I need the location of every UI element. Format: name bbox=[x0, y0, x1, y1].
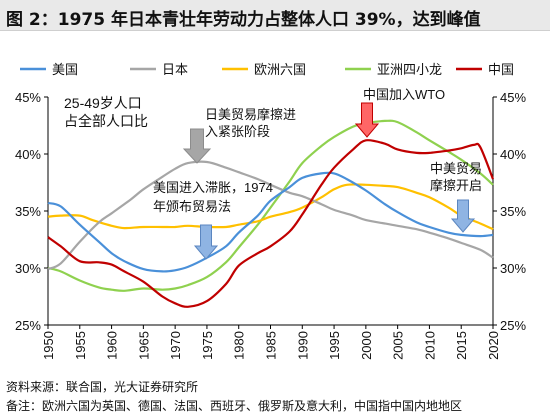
y-tick-label-right: 35% bbox=[500, 204, 526, 219]
series-line-japan bbox=[47, 160, 494, 271]
annotation-japan-trade-line-2: 入紧张阶段 bbox=[205, 124, 270, 139]
legend-label-europe6: 欧洲六国 bbox=[254, 62, 306, 77]
x-tick-label: 1975 bbox=[200, 331, 215, 360]
source-note: 资料来源：联合国，光大证券研究所 bbox=[6, 380, 199, 394]
y-tick-label-right: 25% bbox=[500, 318, 526, 333]
x-tick-label: 2005 bbox=[391, 331, 406, 360]
y-tick-label-left: 45% bbox=[15, 90, 41, 105]
x-tick-label: 2015 bbox=[454, 331, 469, 360]
arrow-china-wto bbox=[354, 102, 380, 138]
y-tick-label-left: 25% bbox=[15, 318, 41, 333]
y-tick-label-right: 40% bbox=[500, 147, 526, 162]
x-tick-label: 2000 bbox=[359, 331, 374, 360]
y-annotation-line-2: 占全部人口比 bbox=[64, 113, 148, 129]
x-tick-label: 1965 bbox=[136, 331, 151, 360]
series-line-asia4 bbox=[47, 119, 494, 292]
legend-label-china: 中国 bbox=[488, 62, 514, 77]
legend-label-us: 美国 bbox=[52, 62, 78, 77]
annotation-china-us-trade-line-1: 中美贸易 bbox=[430, 161, 482, 176]
y-tick-label-left: 40% bbox=[15, 147, 41, 162]
annotation-china-us-trade-line-2: 摩擦开启 bbox=[430, 178, 482, 193]
y-annotation-line-1: 25-49岁人口 bbox=[64, 95, 142, 111]
y-tick-label-right: 30% bbox=[500, 261, 526, 276]
x-tick-label: 2010 bbox=[422, 331, 437, 360]
x-tick-label: 1995 bbox=[327, 331, 342, 360]
remark-note: 备注：欧洲六国为英国、德国、法国、西班牙、俄罗斯及意大利，中国指中国内地地区 bbox=[6, 399, 463, 413]
annotation-us-stagflation-line-1: 美国进入滞胀，1974 bbox=[153, 180, 273, 195]
arrow-china-us-trade bbox=[450, 199, 476, 233]
y-tick-label-right: 45% bbox=[500, 90, 526, 105]
series-line-china bbox=[47, 139, 495, 308]
y-tick-label-left: 30% bbox=[15, 261, 41, 276]
arrow-japan-trade bbox=[182, 128, 212, 164]
y-tick-label-left: 35% bbox=[15, 204, 41, 219]
x-tick-label: 1990 bbox=[295, 331, 310, 360]
x-tick-label: 1985 bbox=[264, 331, 279, 360]
chart-title: 图 2：1975 年日本青壮年劳动力占整体人口 39%，达到峰值 bbox=[6, 10, 481, 30]
annotation-china-wto: 中国加入WTO bbox=[363, 87, 445, 102]
x-tick-label: 2020 bbox=[486, 331, 501, 360]
series-line-us bbox=[47, 171, 494, 273]
x-tick-label: 1960 bbox=[105, 331, 120, 360]
arrow-us-stagflation bbox=[193, 224, 219, 260]
annotation-us-stagflation-line-2: 年颁布贸易法 bbox=[153, 199, 231, 214]
series-line-europe6 bbox=[47, 183, 494, 231]
title-bar: 图 2：1975 年日本青壮年劳动力占整体人口 39%，达到峰值 bbox=[0, 0, 550, 31]
x-tick-label: 1950 bbox=[41, 331, 56, 360]
annotation-japan-trade-line-1: 日美贸易摩擦进 bbox=[205, 107, 296, 122]
x-tick-label: 1980 bbox=[232, 331, 247, 360]
x-tick-label: 1970 bbox=[168, 331, 183, 360]
x-tick-label: 1955 bbox=[73, 331, 88, 360]
legend-label-asia4: 亚洲四小龙 bbox=[377, 62, 442, 77]
legend-label-japan: 日本 bbox=[162, 62, 188, 77]
